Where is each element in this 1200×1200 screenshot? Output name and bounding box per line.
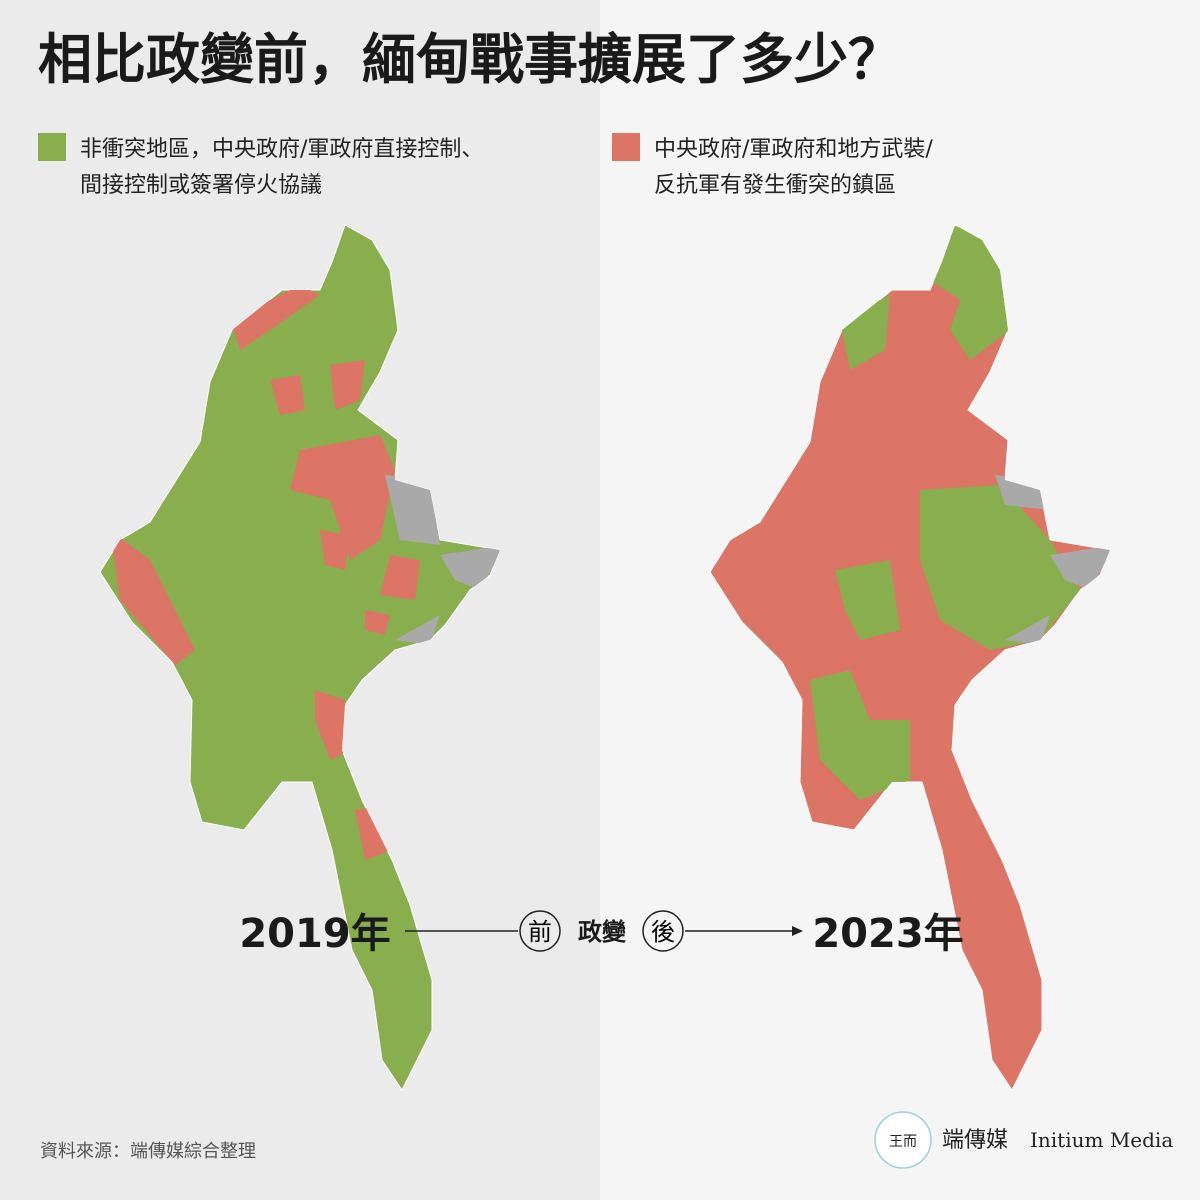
timeline-circle <box>642 910 684 952</box>
timeline-arrow <box>792 926 803 936</box>
logo-name: 端傳媒 <box>942 1128 1008 1153</box>
timeline-after: 後 <box>651 918 675 946</box>
timeline-before: 前 <box>528 918 552 946</box>
year-label: 2023年 <box>812 911 963 957</box>
title: 相比政變前，緬甸戰事擴展了多少？ <box>38 28 902 91</box>
timeline-circle <box>519 910 561 952</box>
timeline-event: 政變 <box>578 918 627 946</box>
logo-glyph: 王而 <box>889 1134 917 1150</box>
logo-english: Initium Media <box>1030 1128 1173 1152</box>
map-2023 <box>709 224 1111 1091</box>
legend: 非衝突地區，中央政府/軍政府直接控制、間接控制或簽署停火協議 中央政府/軍政府和地… <box>38 133 933 198</box>
legend-text: 反抗軍有發生衝突的鎮區 <box>654 173 896 198</box>
legend-text: 非衝突地區，中央政府/軍政府直接控制、 <box>80 137 483 162</box>
legend-text: 中央政府/軍政府和地方武裝/ <box>654 137 933 162</box>
year-label: 2019年 <box>239 911 390 957</box>
map-2019 <box>99 224 501 1091</box>
logo-mark <box>874 1111 932 1169</box>
source: 資料來源：端傳媒綜合整理 <box>40 1141 256 1162</box>
legend-swatch <box>612 133 640 161</box>
legend-swatch <box>38 133 66 161</box>
legend-text: 間接控制或簽署停火協議 <box>80 173 322 198</box>
